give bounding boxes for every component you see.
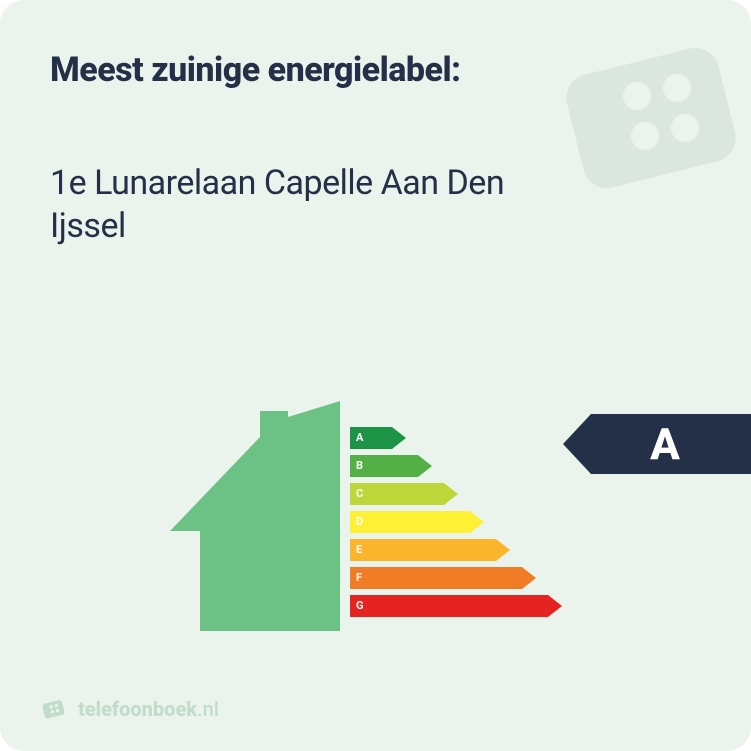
energy-bar-label: A [356, 427, 363, 449]
energy-bar-label: F [356, 567, 362, 589]
footer-logo-icon [40, 695, 68, 723]
energy-bar-c: C [350, 483, 562, 505]
footer-text: telefoonboek.nl [78, 697, 219, 721]
energy-bar-label: G [356, 595, 364, 617]
energy-bar-f: F [350, 567, 562, 589]
energy-bar-e: E [350, 539, 562, 561]
energy-chart: ABCDEFG A [0, 351, 751, 651]
watermark-icon [561, 16, 751, 216]
card-subtitle: 1e Lunarelaan Capelle Aan Den Ijssel [50, 162, 570, 247]
energy-label-card: Meest zuinige energielabel: 1e Lunarelaa… [0, 0, 751, 751]
card-title: Meest zuinige energielabel: [50, 50, 701, 90]
energy-bar-g: G [350, 595, 562, 617]
footer-text-rest: .nl [197, 697, 219, 721]
energy-bar-label: E [356, 539, 362, 561]
energy-bar-label: C [356, 483, 363, 505]
selected-label-badge: A [563, 414, 751, 474]
footer-text-bold: telefoonboek [78, 697, 197, 721]
energy-bar-b: B [350, 455, 562, 477]
energy-bars: ABCDEFG [350, 427, 562, 623]
energy-bar-label: B [356, 455, 363, 477]
energy-bar-d: D [350, 511, 562, 533]
footer: telefoonboek.nl [40, 695, 219, 723]
house-icon [170, 401, 340, 631]
selected-badge-body: A [591, 414, 751, 474]
energy-bar-a: A [350, 427, 562, 449]
selected-label-text: A [650, 422, 680, 466]
selected-badge-arrow [563, 414, 591, 474]
energy-bar-label: D [356, 511, 363, 533]
